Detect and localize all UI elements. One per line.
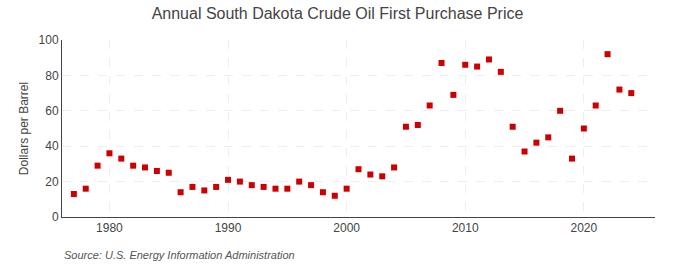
svg-text:80: 80 xyxy=(45,69,59,83)
svg-text:Dollars per Barrel: Dollars per Barrel xyxy=(17,82,31,175)
svg-text:20: 20 xyxy=(45,175,59,189)
svg-text:1980: 1980 xyxy=(96,221,123,235)
svg-text:100: 100 xyxy=(39,33,59,47)
svg-text:2010: 2010 xyxy=(452,221,479,235)
svg-text:Annual South Dakota Crude Oil: Annual South Dakota Crude Oil First Purc… xyxy=(152,5,524,22)
svg-text:1990: 1990 xyxy=(215,221,242,235)
svg-text:2000: 2000 xyxy=(333,221,360,235)
svg-text:60: 60 xyxy=(45,104,59,118)
svg-text:Source: U.S. Energy Informatio: Source: U.S. Energy Information Administ… xyxy=(64,249,295,261)
svg-text:0: 0 xyxy=(52,210,59,224)
svg-text:40: 40 xyxy=(45,139,59,153)
svg-text:2020: 2020 xyxy=(570,221,597,235)
